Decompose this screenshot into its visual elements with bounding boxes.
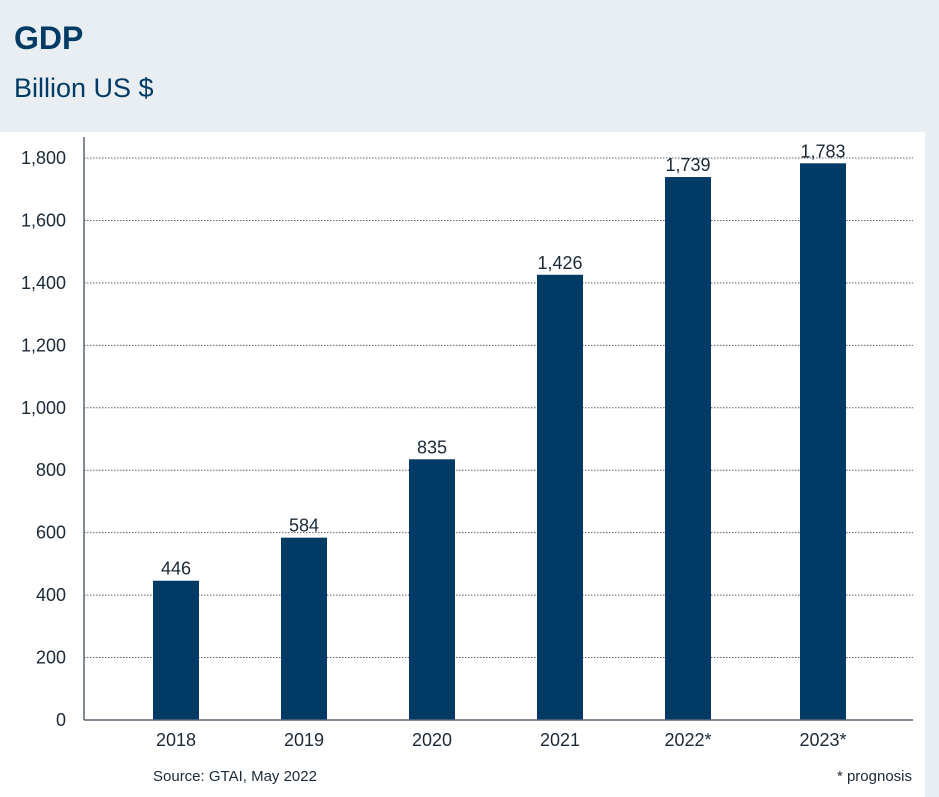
- chart-subtitle: Billion US $: [14, 73, 154, 103]
- x-tick-label: 2020: [412, 730, 452, 750]
- gridlines: [84, 157, 913, 659]
- x-tick-label: 2021: [540, 730, 580, 750]
- header-band: GDP Billion US $: [0, 0, 939, 132]
- y-tick-label: 200: [36, 648, 66, 668]
- x-tick-label: 2018: [156, 730, 196, 750]
- y-tick-label: 1,000: [21, 398, 66, 418]
- y-tick-label: 1,800: [21, 148, 66, 168]
- axes: [83, 137, 913, 721]
- chart-title: GDP: [14, 20, 84, 56]
- prognosis-note: * prognosis: [836, 768, 912, 785]
- x-tick-label: 2022*: [664, 730, 711, 750]
- bar-2019: [281, 537, 327, 720]
- bar-value-label: 446: [161, 559, 191, 579]
- bar-value-label: 584: [289, 516, 319, 536]
- bar-2021: [537, 274, 583, 720]
- y-tick-label: 1,200: [21, 335, 66, 355]
- y-tick-label: 1,400: [21, 273, 66, 293]
- y-tick-label: 600: [36, 523, 66, 543]
- y-tick-label: 1,600: [21, 210, 66, 230]
- labels: 0 200 400 600 800 1,000 1,200 1,400 1,600 1,800 44…: [21, 141, 847, 750]
- bar-value-label: 835: [417, 437, 447, 457]
- y-tick-label: 400: [36, 585, 66, 605]
- bar-value-label: 1,426: [537, 253, 582, 273]
- bar-value-label: 1,783: [800, 141, 845, 161]
- side-strip: [925, 132, 939, 797]
- bar-2018: [153, 580, 199, 720]
- y-tick-label: 0: [56, 710, 66, 730]
- bar-2023*: [800, 163, 846, 720]
- x-tick-label: 2019: [284, 730, 324, 750]
- bars: [153, 163, 846, 721]
- bar-2020: [409, 459, 455, 720]
- x-tick-label: 2023*: [799, 730, 846, 750]
- bar-2022*: [665, 177, 711, 721]
- y-tick-label: 800: [36, 460, 66, 480]
- source-note: Source: GTAI, May 2022: [153, 768, 317, 785]
- bar-value-label: 1,739: [665, 155, 710, 175]
